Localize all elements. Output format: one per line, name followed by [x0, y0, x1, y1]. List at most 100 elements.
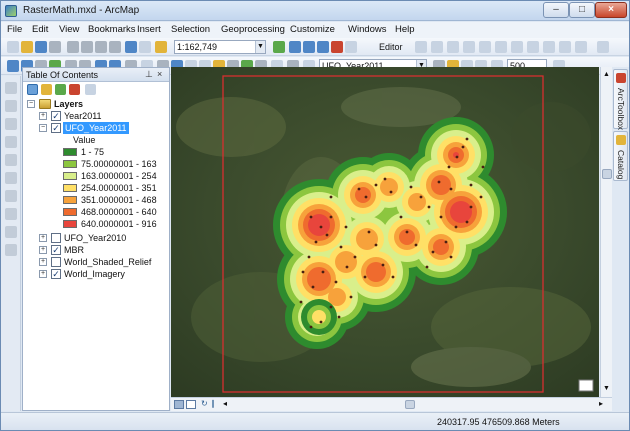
expand-icon[interactable]: +: [39, 112, 47, 120]
menu-view[interactable]: View: [59, 24, 80, 35]
horizontal-scrollbar[interactable]: ↻ ∥ ◂ ▸: [171, 397, 612, 411]
dock-tool-icon[interactable]: [5, 172, 17, 184]
minimize-button[interactable]: –: [543, 2, 569, 18]
cut-polygon-icon[interactable]: [495, 41, 507, 53]
create-features-icon[interactable]: [575, 41, 587, 53]
layer-row-mbr[interactable]: + ✓ MBR: [23, 244, 169, 256]
layer-row-year2011[interactable]: + ✓ Year2011: [23, 110, 169, 122]
new-document-icon[interactable]: [7, 41, 19, 53]
chevron-down-icon[interactable]: ▼: [416, 60, 426, 72]
dock-tool-icon[interactable]: [5, 136, 17, 148]
menu-file[interactable]: File: [7, 24, 23, 35]
open-folder-icon[interactable]: [21, 41, 33, 53]
pause-drawing-icon[interactable]: ∥: [211, 399, 215, 408]
search-window-icon[interactable]: [317, 41, 329, 53]
rotate-tool-icon[interactable]: [527, 41, 539, 53]
menu-bookmarks[interactable]: Bookmarks: [88, 24, 136, 35]
add-data-icon[interactable]: [155, 41, 167, 53]
scroll-up-icon[interactable]: ▲: [603, 71, 610, 78]
menu-selection[interactable]: Selection: [171, 24, 211, 35]
map-canvas[interactable]: [171, 67, 599, 397]
scroll-right-icon[interactable]: ▸: [599, 399, 604, 408]
print-icon[interactable]: [49, 41, 61, 53]
scroll-left-icon[interactable]: ◂: [223, 399, 228, 408]
scroll-down-icon[interactable]: ▼: [603, 385, 610, 392]
save-icon[interactable]: [35, 41, 47, 53]
map-display[interactable]: [171, 67, 599, 397]
sketch-properties-icon[interactable]: [559, 41, 571, 53]
title-bar[interactable]: RasterMath.mxd - ArcMap – □ ×: [1, 1, 629, 21]
collapse-icon[interactable]: −: [27, 100, 35, 108]
undo-icon[interactable]: [125, 41, 137, 53]
map-scale-combo[interactable]: 1:162,749 ▼: [174, 40, 266, 54]
paste-icon[interactable]: [95, 41, 107, 53]
toc-window-icon[interactable]: [289, 41, 301, 53]
layer-visibility-checkbox[interactable]: [51, 233, 61, 243]
editor-menu[interactable]: Editor: [379, 42, 403, 52]
list-by-selection-icon[interactable]: [69, 84, 80, 95]
dock-tool-icon[interactable]: [5, 100, 17, 112]
toc-close-icon[interactable]: ×: [157, 69, 163, 79]
expand-icon[interactable]: +: [39, 234, 47, 242]
menu-insert[interactable]: Insert: [137, 24, 161, 35]
vertical-scrollbar[interactable]: ▲ ▼: [600, 67, 613, 397]
layer-row-ufo-year2011[interactable]: − ✓ UFO_Year2011: [23, 122, 169, 134]
dock-tool-icon[interactable]: [5, 244, 17, 256]
chevron-down-icon[interactable]: ▼: [255, 41, 265, 53]
dock-tool-icon[interactable]: [5, 118, 17, 130]
arctoolbox-dock-tab[interactable]: ArcToolbox: [613, 69, 628, 130]
menu-customize[interactable]: Customize: [290, 24, 335, 35]
list-by-drawing-order-icon[interactable]: [27, 84, 38, 95]
legend-class-row[interactable]: 163.0000001 - 254: [23, 170, 169, 182]
delete-icon[interactable]: [109, 41, 121, 53]
legend-class-row[interactable]: 468.0000001 - 640: [23, 206, 169, 218]
split-tool-icon[interactable]: [511, 41, 523, 53]
scale-widget-icon[interactable]: [578, 379, 594, 392]
layer-row-world-imagery[interactable]: + ✓ World_Imagery: [23, 268, 169, 280]
menu-windows[interactable]: Windows: [348, 24, 387, 35]
expand-icon[interactable]: +: [39, 246, 47, 254]
dock-tool-icon[interactable]: [5, 154, 17, 166]
dock-tool-icon[interactable]: [5, 190, 17, 202]
toolbar-options-icon[interactable]: [597, 41, 609, 53]
layer-visibility-checkbox[interactable]: [51, 257, 61, 267]
refresh-icon[interactable]: ↻: [201, 399, 208, 408]
close-button[interactable]: ×: [595, 2, 627, 18]
vertical-scroll-thumb[interactable]: [602, 169, 612, 179]
editor-toolbar-icon[interactable]: [273, 41, 285, 53]
dock-tool-icon[interactable]: [5, 226, 17, 238]
menu-edit[interactable]: Edit: [32, 24, 49, 35]
layer-visibility-checkbox[interactable]: ✓: [51, 245, 61, 255]
catalog-dock-tab[interactable]: Catalog: [613, 131, 628, 181]
copy-icon[interactable]: [81, 41, 93, 53]
layout-view-icon[interactable]: [186, 400, 196, 409]
legend-class-row[interactable]: 1 - 75: [23, 146, 169, 158]
legend-class-row[interactable]: 351.0000001 - 468: [23, 194, 169, 206]
arctoolbox-icon[interactable]: [331, 41, 343, 53]
attributes-icon[interactable]: [543, 41, 555, 53]
data-view-icon[interactable]: [174, 400, 184, 409]
expand-icon[interactable]: +: [39, 258, 47, 266]
menu-geoprocessing[interactable]: Geoprocessing: [221, 24, 285, 35]
pin-icon[interactable]: ⊥: [145, 69, 153, 79]
zoom-in-icon[interactable]: [7, 60, 19, 72]
redo-icon[interactable]: [139, 41, 151, 53]
edit-tool-icon[interactable]: [415, 41, 427, 53]
python-window-icon[interactable]: [345, 41, 357, 53]
maximize-button[interactable]: □: [569, 2, 595, 18]
legend-class-row[interactable]: 254.0000001 - 351: [23, 182, 169, 194]
legend-class-row[interactable]: 75.00000001 - 163: [23, 158, 169, 170]
collapse-icon[interactable]: −: [39, 124, 47, 132]
sketch-tool-icon[interactable]: [431, 41, 443, 53]
layer-visibility-checkbox[interactable]: ✓: [51, 111, 61, 121]
dock-tool-icon[interactable]: [5, 82, 17, 94]
layer-visibility-checkbox[interactable]: ✓: [51, 269, 61, 279]
catalog-window-icon[interactable]: [303, 41, 315, 53]
cut-icon[interactable]: [67, 41, 79, 53]
layers-group-row[interactable]: − Layers: [23, 98, 169, 110]
trace-tool-icon[interactable]: [463, 41, 475, 53]
straight-segment-icon[interactable]: [447, 41, 459, 53]
layer-row-world-shaded-relief[interactable]: + World_Shaded_Relief: [23, 256, 169, 268]
list-by-visibility-icon[interactable]: [55, 84, 66, 95]
menu-help[interactable]: Help: [395, 24, 415, 35]
